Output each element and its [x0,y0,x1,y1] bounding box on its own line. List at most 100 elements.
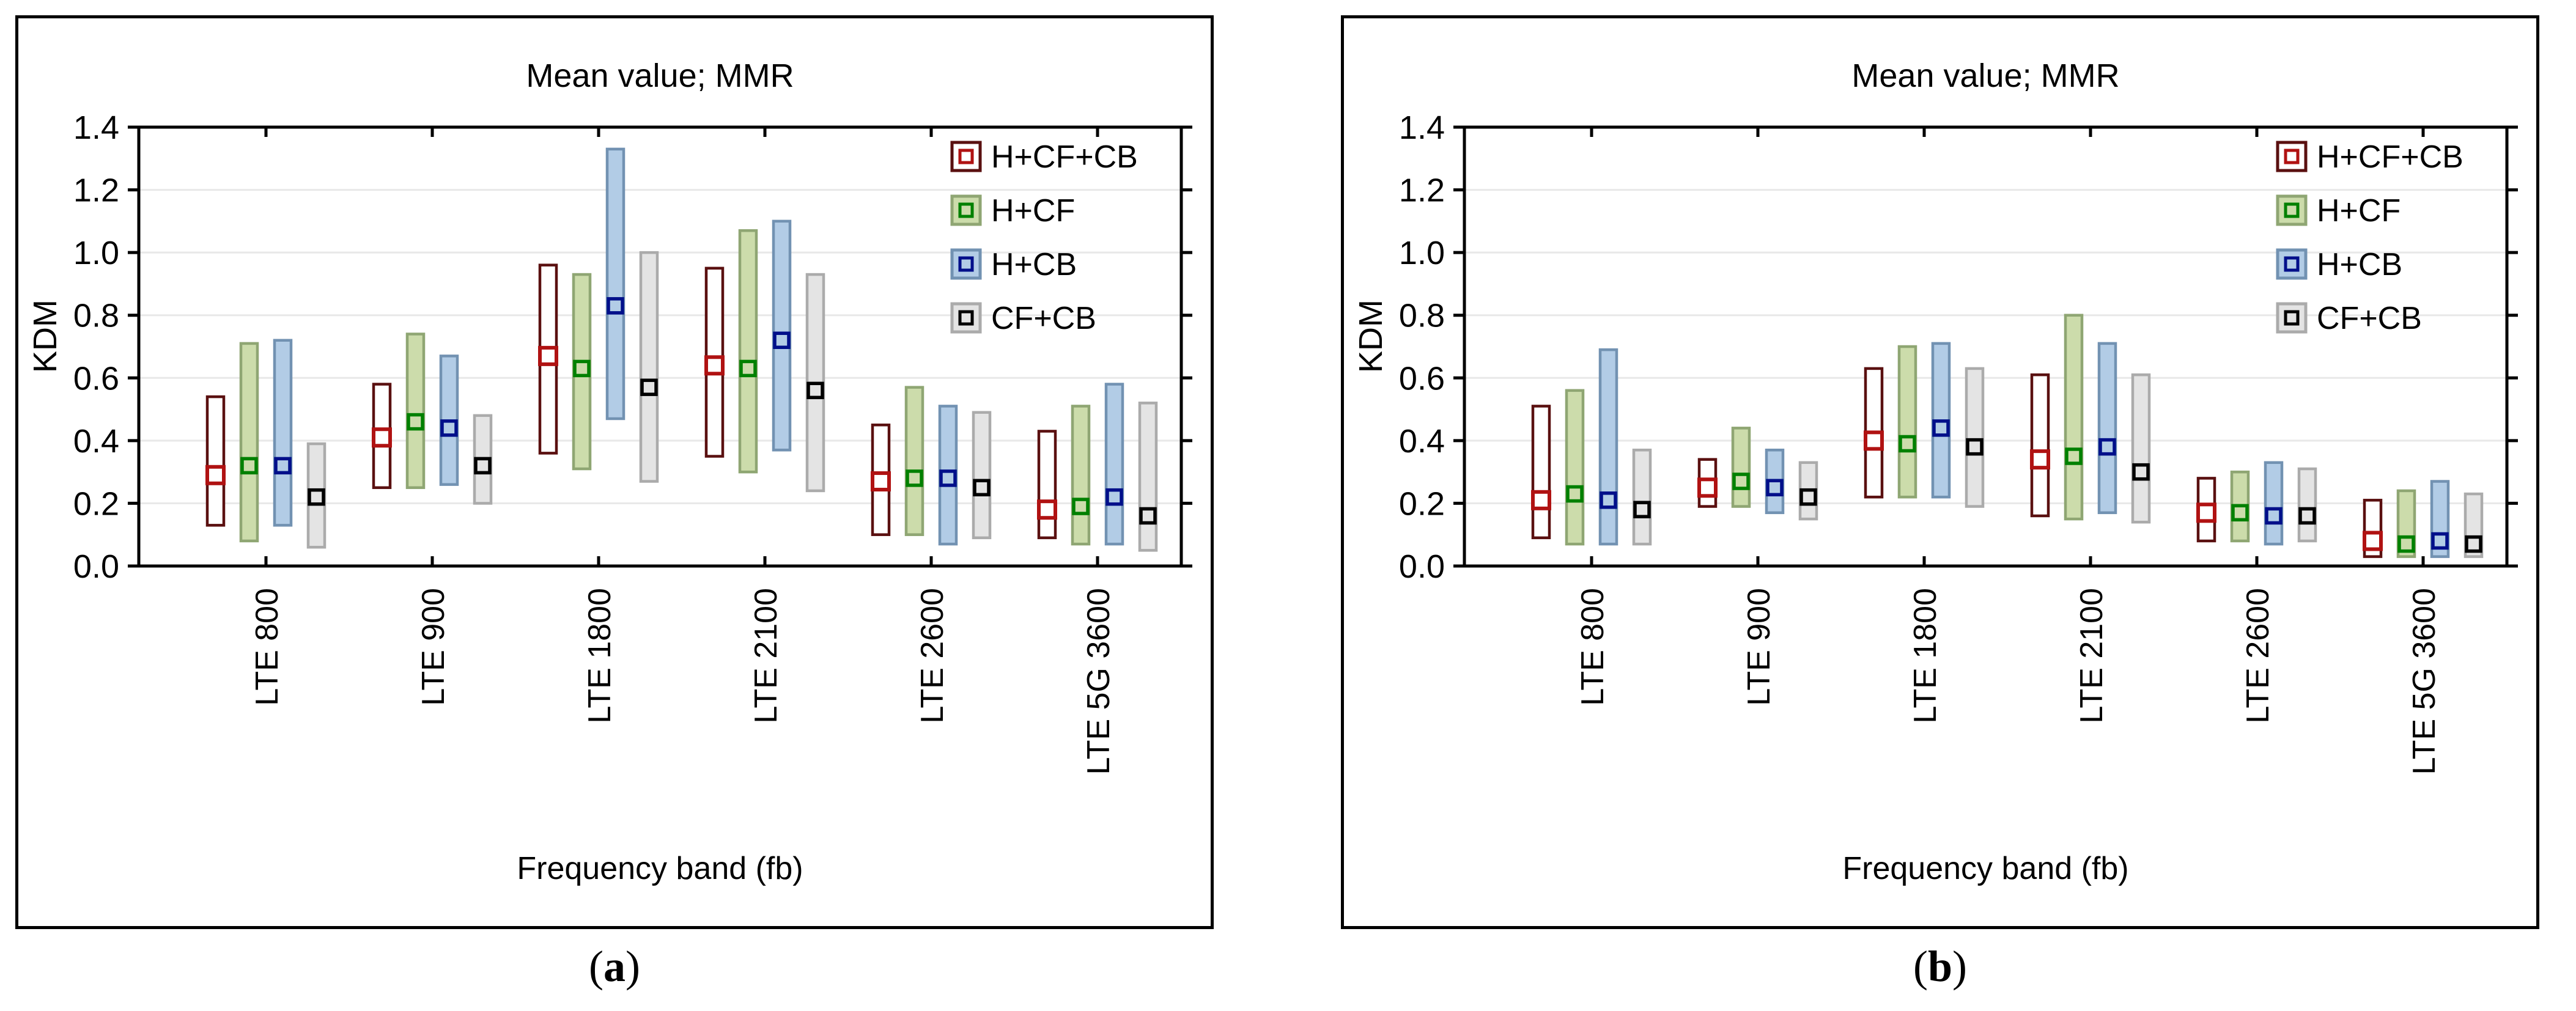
range-bar-H+CF-LTE 2100 [738,229,758,474]
y-tick-label: 0.0 [1399,548,1445,585]
legend-label: H+CB [2317,247,2402,282]
chart-panel-a: Mean value; MMR 0.0 0.2 0.4 0.6 0.8 1.0 1.2 1.4 L… [15,15,1214,929]
legend-entry-CF+CB: CF+CB [950,301,1096,336]
range-bar-CF+CB-LTE 2600 [972,411,992,540]
mean-marker-H+CF+CB-LTE 900 [372,427,392,448]
plot-b: Mean value; MMR 0.0 0.2 0.4 0.6 0.8 1.0 1.2 1.4 L… [1353,57,2518,886]
legend-label: H+CF+CB [991,139,1138,175]
mean-marker-H+CF+CB-LTE 1800 [1864,430,1884,451]
chart-title: Mean value; MMR [1851,57,2119,94]
y-tick-label: 0.2 [1399,485,1445,522]
y-tick-label: 0.8 [73,298,119,334]
mean-marker-H+CF+CB-LTE 5G 3600 [1037,499,1057,520]
mean-marker-H+CF-LTE 1800 [1899,435,1916,453]
plot-frame [1463,125,2509,568]
y-tick-label: 0.2 [73,485,119,522]
mean-marker-H+CB-LTE 2600 [2265,507,2283,525]
range-bar-H+CF+CB-LTE 800 [205,395,226,527]
range-bar-CF+CB-LTE 800 [1632,448,1652,546]
mean-marker-H+CB-LTE 800 [1600,491,1617,509]
x-category-label: LTE 2600 [915,588,950,724]
range-bar-CF+CB-LTE 2600 [2297,467,2317,543]
caption-a-open: ( [589,942,603,991]
y-tick-label: 0.6 [1399,360,1445,397]
range-bar-H+CF+CB-LTE 5G 3600 [1037,430,1057,540]
range-bar-H+CF-LTE 2600 [904,386,924,536]
x-category-label: LTE 5G 3600 [1081,588,1116,774]
legend-entry-H+CF+CB: H+CF+CB [950,139,1138,175]
y-tick-label: 1.4 [73,109,119,146]
x-category-label: LTE 900 [416,588,451,706]
mean-marker-H+CB-LTE 800 [274,457,292,475]
mean-marker-H+CF+CB-LTE 5G 3600 [2363,531,2383,551]
caption-b: (b) [1341,941,2539,992]
y-tick-label: 1.4 [1399,109,1445,146]
mean-marker-H+CF-LTE 2100 [2065,447,2083,465]
range-bar-H+CB-LTE 800 [1598,348,1618,546]
mean-marker-CF+CB-LTE 900 [474,457,492,475]
mean-marker-CF+CB-LTE 900 [1799,488,1817,506]
range-bar-H+CB-LTE 5G 3600 [1104,383,1124,546]
legend-label: H+CF [2317,193,2401,229]
caption-a: (a) [15,941,1214,992]
caption-b-close: ) [1952,942,1967,991]
mean-marker-H+CF-LTE 800 [240,457,258,475]
mean-marker-H+CF+CB-LTE 800 [1531,490,1551,510]
mean-marker-CF+CB-LTE 1800 [1966,438,1984,456]
mean-marker-H+CF-LTE 1800 [573,359,591,378]
mean-marker-H+CB-LTE 2100 [773,331,791,349]
legend-label: CF+CB [2317,301,2422,336]
y-tick-label: 1.0 [73,235,119,271]
mean-marker-CF+CB-LTE 800 [1633,501,1651,518]
mean-marker-H+CF-LTE 2600 [2231,504,2249,522]
x-category-label: LTE 800 [249,588,285,706]
x-category-label: LTE 1800 [1908,588,1943,724]
x-category-label: LTE 1800 [582,588,618,724]
legend-mean-marker [958,256,974,272]
range-bar-H+CB-LTE 2100 [2097,342,2117,515]
x-axis-title: Frequency band (fb) [517,851,803,886]
chart-panel-b: Mean value; MMR 0.0 0.2 0.4 0.6 0.8 1.0 1.2 1.4 L… [1341,15,2539,929]
mean-marker-H+CF+CB-LTE 2100 [2030,449,2050,470]
range-bar-H+CF-LTE 900 [1731,427,1751,508]
legend-swatch [2276,141,2308,172]
x-category-label: LTE 800 [1575,588,1611,706]
y-tick-label: 0.4 [1399,423,1445,460]
mean-marker-H+CF+CB-LTE 2100 [704,355,725,376]
mean-marker-CF+CB-LTE 2100 [806,381,824,400]
caption-b-letter: b [1927,942,1953,991]
mean-marker-H+CB-LTE 900 [440,419,458,437]
mean-marker-H+CF-LTE 900 [1732,472,1750,490]
y-tick-label: 1.0 [1399,235,1445,271]
mean-marker-H+CB-LTE 5G 3600 [1105,488,1123,506]
mean-marker-CF+CB-LTE 2600 [973,479,991,497]
mean-marker-H+CF-LTE 5G 3600 [1072,498,1090,515]
x-axis-title: Frequency band (fb) [1842,851,2128,886]
caption-b-open: ( [1913,942,1928,991]
legend-swatch [2276,302,2308,334]
legend-label: H+CF [991,193,1075,229]
range-bar-H+CF-LTE 1800 [1897,345,1917,499]
mean-marker-H+CF-LTE 2600 [906,469,923,487]
caption-a-close: ) [626,942,640,991]
mean-marker-H+CF+CB-LTE 800 [205,465,226,485]
mean-marker-H+CB-LTE 900 [1766,479,1784,497]
range-bar-H+CB-LTE 800 [273,339,293,527]
mean-marker-CF+CB-LTE 5G 3600 [1139,507,1157,525]
mean-marker-H+CF-LTE 5G 3600 [2397,535,2415,553]
mean-marker-H+CB-LTE 2100 [2098,438,2116,456]
legend-entry-H+CF: H+CF [950,193,1075,229]
range-bar-H+CF-LTE 5G 3600 [1071,405,1091,546]
x-category-label: LTE 900 [1741,588,1777,706]
legend-mean-marker [2284,256,2300,272]
range-bar-CF+CB-LTE 1800 [1965,367,1985,508]
legend-entry-H+CB: H+CB [950,247,1077,282]
mean-marker-H+CB-LTE 5G 3600 [2431,532,2449,550]
mean-marker-H+CF-LTE 900 [407,413,424,431]
mean-marker-CF+CB-LTE 1800 [640,378,658,396]
legend-label: CF+CB [991,301,1096,336]
plot-a: Mean value; MMR 0.0 0.2 0.4 0.6 0.8 1.0 1.2 1.4 L… [27,57,1192,886]
mean-marker-H+CB-LTE 2600 [939,469,957,487]
range-bar-H+CF-LTE 900 [405,333,426,490]
